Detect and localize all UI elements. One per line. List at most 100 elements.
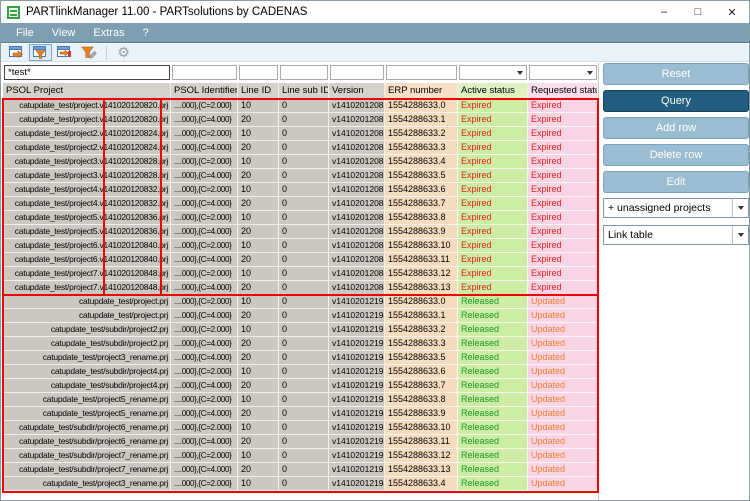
cell-r10-c6[interactable]: Expired [458, 225, 528, 239]
cell-r20-c4[interactable]: v141020121919 [329, 365, 385, 379]
menu-file[interactable]: File [16, 26, 34, 39]
cell-r12-c1[interactable]: ....000},{C=4.000} [171, 253, 238, 267]
cell-r23-c2[interactable]: 20 [238, 407, 279, 421]
cell-r6-c5[interactable]: 1554288633.5 [385, 169, 458, 183]
cell-r13-c4[interactable]: v141020120848 [329, 267, 385, 281]
cell-r10-c5[interactable]: 1554288633.9 [385, 225, 458, 239]
cell-r25-c0[interactable]: catupdate_test/subdir/project6_rename.pr… [3, 435, 171, 449]
cell-r12-c3[interactable]: 0 [279, 253, 329, 267]
cell-r5-c7[interactable]: Expired [528, 155, 598, 169]
cell-r1-c7[interactable]: Expired [528, 99, 598, 113]
filter-edit-icon[interactable] [77, 44, 100, 61]
cell-r17-c1[interactable]: ....000},{C=2.000} [171, 323, 238, 337]
cell-r28-c5[interactable]: 1554288633.4 [385, 477, 458, 491]
cell-r12-c7[interactable]: Expired [528, 253, 598, 267]
cell-r7-c6[interactable]: Expired [458, 183, 528, 197]
cell-r9-c7[interactable]: Expired [528, 211, 598, 225]
cell-r18-c2[interactable]: 20 [238, 337, 279, 351]
cell-r25-c4[interactable]: v141020121924 [329, 435, 385, 449]
cell-r5-c6[interactable]: Expired [458, 155, 528, 169]
cell-r22-c6[interactable]: Released [458, 393, 528, 407]
cell-r17-c6[interactable]: Released [458, 323, 528, 337]
cell-r10-c0[interactable]: catupdate_test/project5.v141020120836.pr… [3, 225, 171, 239]
cell-r8-c5[interactable]: 1554288633.7 [385, 197, 458, 211]
query-button[interactable]: Query [603, 90, 749, 112]
cell-r12-c5[interactable]: 1554288633.11 [385, 253, 458, 267]
cell-r10-c4[interactable]: v141020120836 [329, 225, 385, 239]
add-row-button[interactable]: Add row [603, 117, 749, 139]
filter-input-5[interactable] [386, 65, 457, 80]
cell-r5-c3[interactable]: 0 [279, 155, 329, 169]
cell-r5-c1[interactable]: ....000},{C=2.000} [171, 155, 238, 169]
cell-r16-c6[interactable]: Released [458, 309, 528, 323]
cell-r12-c0[interactable]: catupdate_test/project6.v141020120840.pr… [3, 253, 171, 267]
cell-r9-c2[interactable]: 10 [238, 211, 279, 225]
cell-r25-c3[interactable]: 0 [279, 435, 329, 449]
cell-r3-c6[interactable]: Expired [458, 127, 528, 141]
cell-r1-c4[interactable]: v141020120820 [329, 99, 385, 113]
filter-input-0[interactable]: *test* [4, 65, 170, 80]
cell-r5-c5[interactable]: 1554288633.4 [385, 155, 458, 169]
cell-r26-c3[interactable]: 0 [279, 449, 329, 463]
cell-r14-c5[interactable]: 1554288633.13 [385, 281, 458, 295]
cell-r27-c7[interactable]: Updated [528, 463, 598, 477]
cell-r4-c5[interactable]: 1554288633.3 [385, 141, 458, 155]
cell-r10-c3[interactable]: 0 [279, 225, 329, 239]
cell-r7-c0[interactable]: catupdate_test/project4.v141020120832.pr… [3, 183, 171, 197]
cell-r6-c6[interactable]: Expired [458, 169, 528, 183]
cell-r24-c4[interactable]: v141020121924 [329, 421, 385, 435]
unassigned-projects-select[interactable]: + unassigned projects [603, 198, 749, 218]
cell-r27-c6[interactable]: Released [458, 463, 528, 477]
cell-r7-c3[interactable]: 0 [279, 183, 329, 197]
cell-r11-c0[interactable]: catupdate_test/project6.v141020120840.pr… [3, 239, 171, 253]
cell-r6-c3[interactable]: 0 [279, 169, 329, 183]
cell-r13-c3[interactable]: 0 [279, 267, 329, 281]
delete-row-button[interactable]: Delete row [603, 144, 749, 166]
cell-r23-c4[interactable]: v141020121949 [329, 407, 385, 421]
cell-r18-c7[interactable]: Updated [528, 337, 598, 351]
cell-r27-c1[interactable]: ....000},{C=4.000} [171, 463, 238, 477]
cell-r26-c0[interactable]: catupdate_test/subdir/project7_rename.pr… [3, 449, 171, 463]
filter-input-4[interactable] [330, 65, 384, 80]
cell-r11-c5[interactable]: 1554288633.10 [385, 239, 458, 253]
cell-r3-c4[interactable]: v141020120824 [329, 127, 385, 141]
menu-view[interactable]: View [51, 26, 76, 39]
filter-input-2[interactable] [239, 65, 278, 80]
cell-r4-c3[interactable]: 0 [279, 141, 329, 155]
cell-r26-c6[interactable]: Released [458, 449, 528, 463]
cell-r14-c7[interactable]: Expired [528, 281, 598, 295]
cell-r9-c1[interactable]: ....000},{C=2.000} [171, 211, 238, 225]
cell-r17-c3[interactable]: 0 [279, 323, 329, 337]
cell-r17-c0[interactable]: catupdate_test/subdir/project2.prj [3, 323, 171, 337]
cell-r14-c6[interactable]: Expired [458, 281, 528, 295]
cell-r26-c4[interactable]: v141020121927 [329, 449, 385, 463]
cell-r13-c7[interactable]: Expired [528, 267, 598, 281]
cell-r22-c3[interactable]: 0 [279, 393, 329, 407]
cell-r28-c0[interactable]: catupdate_test/project3_rename.prj [3, 477, 171, 491]
cell-r20-c7[interactable]: Updated [528, 365, 598, 379]
cell-r20-c0[interactable]: catupdate_test/subdir/project4.prj [3, 365, 171, 379]
cell-r27-c0[interactable]: catupdate_test/subdir/project7_rename.pr… [3, 463, 171, 477]
cell-r4-c6[interactable]: Expired [458, 141, 528, 155]
cell-r4-c7[interactable]: Expired [528, 141, 598, 155]
cell-r9-c0[interactable]: catupdate_test/project5.v141020120836.pr… [3, 211, 171, 225]
cell-r10-c2[interactable]: 20 [238, 225, 279, 239]
cell-r17-c7[interactable]: Updated [528, 323, 598, 337]
cell-r9-c3[interactable]: 0 [279, 211, 329, 225]
cell-r26-c5[interactable]: 1554288633.12 [385, 449, 458, 463]
cell-r22-c5[interactable]: 1554288633.8 [385, 393, 458, 407]
cell-r2-c4[interactable]: v141020120820 [329, 113, 385, 127]
cell-r26-c1[interactable]: ....000},{C=2.000} [171, 449, 238, 463]
cell-r19-c2[interactable]: 20 [238, 351, 279, 365]
cell-r25-c5[interactable]: 1554288633.11 [385, 435, 458, 449]
cell-r16-c3[interactable]: 0 [279, 309, 329, 323]
cell-r10-c1[interactable]: ....000},{C=4.000} [171, 225, 238, 239]
column-header-erp-number[interactable]: ERP number [385, 83, 458, 99]
close-button[interactable]: ✕ [727, 6, 737, 19]
column-header-psol-project[interactable]: PSOL Project [3, 83, 171, 99]
cell-r23-c5[interactable]: 1554288633.9 [385, 407, 458, 421]
cell-r3-c5[interactable]: 1554288633.2 [385, 127, 458, 141]
cell-r22-c1[interactable]: ....000},{C=2.000} [171, 393, 238, 407]
cell-r25-c1[interactable]: ....000},{C=4.000} [171, 435, 238, 449]
cell-r20-c1[interactable]: ....000},{C=2.000} [171, 365, 238, 379]
